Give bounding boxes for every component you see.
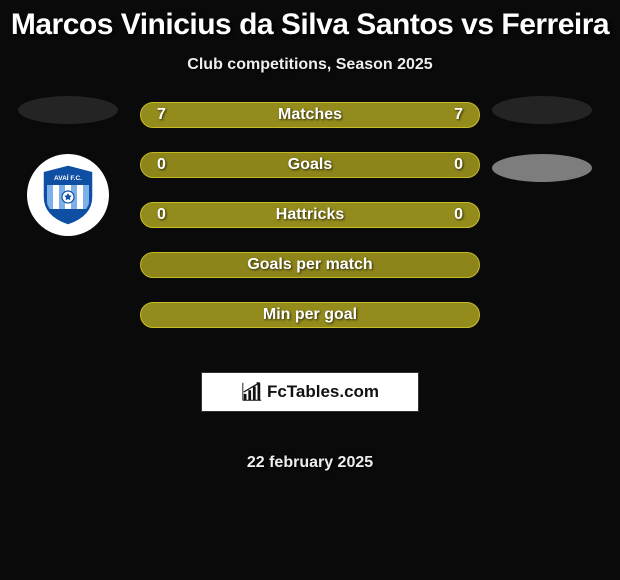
- brand-box[interactable]: FcTables.com: [201, 372, 419, 412]
- right-placeholder-ellipse-1: [492, 96, 592, 124]
- stat-row-matches: 7 Matches 7: [140, 102, 480, 128]
- subtitle: Club competitions, Season 2025: [187, 56, 432, 74]
- comparison-row: AVAÍ F.C. 7 Matches 7 0 Goals 0: [10, 102, 610, 472]
- stats-column: 7 Matches 7 0 Goals 0 0 Hattricks 0 Goal…: [140, 102, 480, 472]
- stat-left-goals: 0: [157, 156, 166, 174]
- stat-row-hattricks: 0 Hattricks 0: [140, 202, 480, 228]
- right-placeholder-ellipse-2: [492, 154, 592, 182]
- page-title: Marcos Vinicius da Silva Santos vs Ferre…: [11, 8, 609, 42]
- stat-right-goals: 0: [454, 156, 463, 174]
- stat-label-matches: Matches: [278, 106, 342, 124]
- left-badges-col: AVAÍ F.C.: [18, 96, 118, 236]
- root-container: Marcos Vinicius da Silva Santos vs Ferre…: [0, 0, 620, 480]
- stat-label-mpg: Min per goal: [263, 306, 357, 324]
- avai-shield-icon: AVAÍ F.C.: [41, 165, 95, 225]
- right-badges-col: [492, 96, 592, 182]
- stat-label-goals: Goals: [288, 156, 332, 174]
- stat-row-goals: 0 Goals 0: [140, 152, 480, 178]
- stat-right-matches: 7: [454, 106, 463, 124]
- left-placeholder-ellipse: [18, 96, 118, 124]
- footer-date: 22 february 2025: [247, 454, 373, 472]
- left-club-crest: AVAÍ F.C.: [27, 154, 109, 236]
- stat-row-min-per-goal: Min per goal: [140, 302, 480, 328]
- bar-chart-icon: [241, 381, 263, 403]
- stat-right-hattricks: 0: [454, 206, 463, 224]
- stat-label-gpm: Goals per match: [247, 256, 372, 274]
- stat-left-matches: 7: [157, 106, 166, 124]
- stat-row-goals-per-match: Goals per match: [140, 252, 480, 278]
- brand-text: FcTables.com: [267, 382, 379, 402]
- stat-left-hattricks: 0: [157, 206, 166, 224]
- stat-label-hattricks: Hattricks: [276, 206, 344, 224]
- crest-text: AVAÍ F.C.: [54, 173, 82, 182]
